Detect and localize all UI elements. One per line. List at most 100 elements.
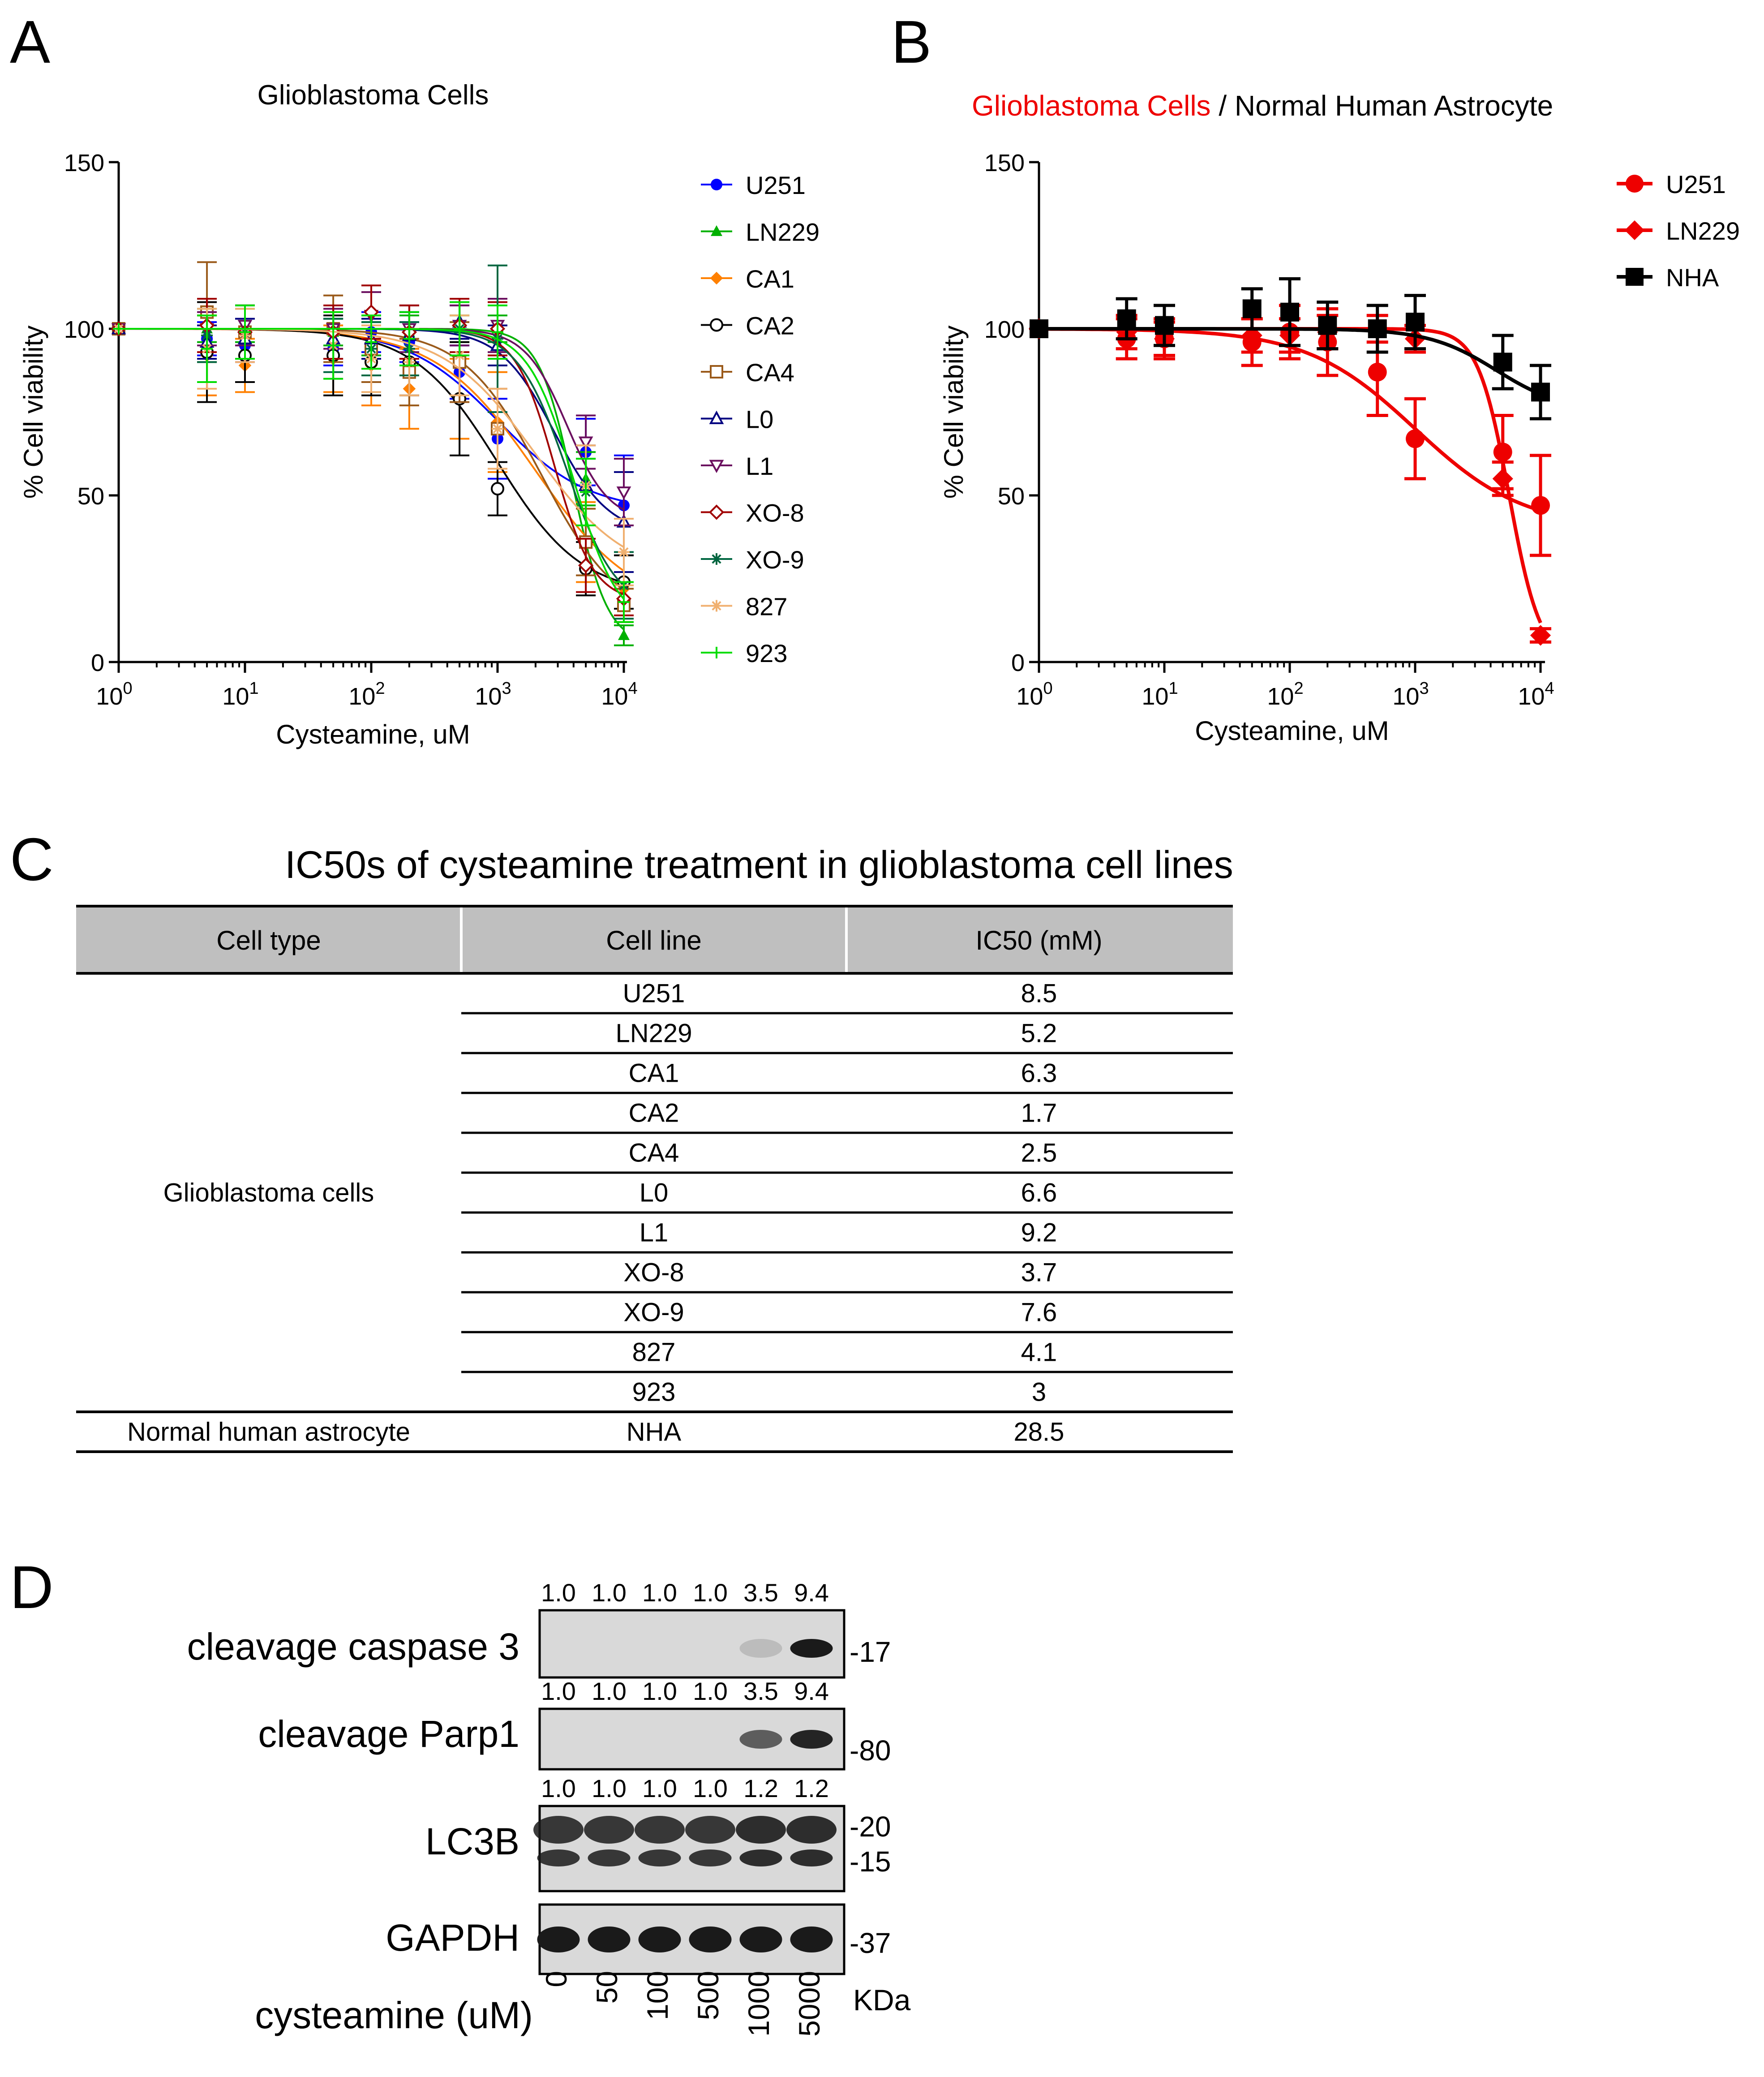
- blot-size-marker: -80: [850, 1734, 891, 1767]
- blot-band: [790, 1639, 833, 1658]
- panelA-legend-item-CA2: CA2: [701, 312, 794, 340]
- panelB-ytick-label-100: 100: [984, 316, 1025, 343]
- blot-quant-value: 1.0: [541, 1677, 576, 1705]
- panelB-xtick-label-3: 103: [1392, 679, 1429, 710]
- panelB-ytick-label-0: 0: [1011, 649, 1025, 676]
- panelB-point-U251: [1406, 429, 1425, 448]
- panelB-legend-marker-U251: [1626, 175, 1644, 193]
- chart-a-title: Glioblastoma Cells: [258, 80, 489, 111]
- blot-band: [588, 1926, 631, 1952]
- panelA-point-XO-8: [578, 558, 594, 573]
- panelB-legend-item-NHA: NHA: [1617, 263, 1719, 292]
- blot-gapdh: GAPDH -37: [386, 1903, 891, 1975]
- panelA-xtick-label-4: 104: [601, 679, 637, 710]
- panelA-point-923: [113, 323, 124, 335]
- panelB-point-NHA: [1155, 316, 1174, 335]
- blot-band: [584, 1816, 634, 1844]
- panelA-point-LN229: [618, 629, 630, 640]
- panelA-legend-label: CA4: [746, 358, 794, 387]
- blot-band: [739, 1849, 782, 1866]
- panelB-point-LN229: [1530, 625, 1551, 646]
- chart-b-xlabel: Cysteamine, uM: [1195, 716, 1389, 746]
- panel-letter-b: B: [891, 8, 931, 76]
- table-cell-ic50: 5.2: [1021, 1019, 1057, 1048]
- table-cell-ic50: 2.5: [1021, 1139, 1057, 1168]
- panelA-legend-item-827: 827: [701, 593, 787, 621]
- dose-label-50: 50: [590, 1971, 623, 2004]
- blot-band: [786, 1816, 837, 1844]
- panelB-point-U251: [1493, 443, 1512, 462]
- table-cell-line: LN229: [616, 1019, 692, 1048]
- blot-size-marker: -17: [850, 1636, 891, 1668]
- blot-quant-value: 1.0: [592, 1578, 627, 1607]
- blot-quant-value: 1.0: [693, 1578, 728, 1607]
- panelB-ytick-label-50: 50: [998, 483, 1025, 510]
- blot-quant-value: 9.4: [794, 1677, 829, 1705]
- blot-band: [689, 1926, 732, 1952]
- panelA-point-923: [365, 336, 377, 348]
- panelB-xtick-label-0: 100: [1016, 679, 1052, 710]
- blot-band: [689, 1849, 732, 1866]
- blot-band: [739, 1639, 782, 1658]
- panelA-legend-marker-L0: [709, 410, 724, 424]
- panelA-point-827: [618, 546, 630, 558]
- table-cell-line: 827: [632, 1338, 676, 1367]
- panelA-point-923: [201, 343, 213, 355]
- panelB-point-NHA: [1242, 299, 1262, 318]
- table-cell-line: 923: [632, 1378, 676, 1407]
- panelB-point-NHA: [1406, 313, 1425, 332]
- panelB-point-NHA: [1318, 316, 1337, 335]
- panelA-legend-item-XO-9: XO-9: [701, 546, 804, 574]
- chart-a-xlabel: Cysteamine, uM: [276, 719, 470, 749]
- blot-band: [537, 1849, 580, 1866]
- dose-label-1000: 1000: [742, 1971, 775, 2037]
- blot-quant-value: 1.0: [642, 1677, 677, 1705]
- panelB-legend-label: NHA: [1666, 263, 1719, 292]
- blot-band: [790, 1926, 833, 1952]
- table-cell-line: CA1: [629, 1059, 679, 1088]
- table-cell-line: CA4: [629, 1139, 679, 1168]
- blot-label: cleavage caspase 3: [187, 1625, 519, 1668]
- blot-band: [790, 1730, 833, 1749]
- blot-band: [685, 1816, 735, 1844]
- blot-cleavage-caspase-3: cleavage caspase 3 1.0 1.0 1.0 1.0 3.5 9.4 -17: [187, 1578, 891, 1679]
- chart-a: Glioblastoma Cells % Cell viability Cyst…: [18, 80, 820, 749]
- panelB-point-NHA: [1531, 383, 1550, 402]
- blot-quant-value: 9.4: [794, 1578, 829, 1607]
- panelA-legend-marker-827: [711, 600, 722, 612]
- table-cell-line: CA2: [629, 1099, 679, 1128]
- panelB-point-NHA: [1280, 302, 1299, 322]
- panelA-xtick-label-3: 103: [475, 679, 511, 710]
- blot-quant-value: 3.5: [743, 1677, 778, 1705]
- panelA-legend-label: L0: [746, 405, 773, 434]
- blot-quant-value: 1.0: [541, 1774, 576, 1802]
- table-cell-line: U251: [623, 979, 685, 1008]
- table-cell-ic50: 28.5: [1014, 1418, 1064, 1447]
- dose-label-500: 500: [691, 1971, 725, 2020]
- ic50-table: IC50s of cysteamine treatment in gliobla…: [76, 843, 1233, 1453]
- panelA-legend-label: 923: [746, 639, 787, 667]
- chart-b-title-red: Glioblastoma Cells: [972, 90, 1211, 122]
- blot-label: cleavage Parp1: [258, 1713, 519, 1755]
- panelB-legend-marker-LN229: [1625, 220, 1644, 240]
- panelA-legend-marker-CA1: [710, 271, 723, 285]
- panelA-legend-label: XO-9: [746, 546, 804, 574]
- panelB-point-U251: [1368, 362, 1387, 382]
- panelA-legend-item-XO-8: XO-8: [701, 499, 804, 527]
- blot-band: [790, 1849, 833, 1866]
- table-cell-ic50: 1.7: [1021, 1099, 1057, 1128]
- panelA-ytick-label-50: 50: [77, 483, 104, 510]
- blot-band: [533, 1816, 584, 1844]
- blot-quant-value: 1.0: [642, 1774, 677, 1802]
- panelA-legend-label: XO-8: [746, 499, 804, 527]
- blot-label: GAPDH: [386, 1917, 519, 1959]
- panelB-xtick-label-1: 101: [1142, 679, 1178, 710]
- blot-size-marker: -20: [850, 1810, 891, 1843]
- table-header-ic50: IC50 (mM): [975, 925, 1102, 955]
- panelA-legend-marker-XO-9: [711, 553, 722, 565]
- table-cell-ic50: 9.2: [1021, 1218, 1057, 1247]
- blot-band: [638, 1849, 681, 1866]
- chart-b-title: Glioblastoma Cells / Normal Human Astroc…: [972, 90, 1553, 122]
- panelB-point-LN229: [1492, 468, 1513, 489]
